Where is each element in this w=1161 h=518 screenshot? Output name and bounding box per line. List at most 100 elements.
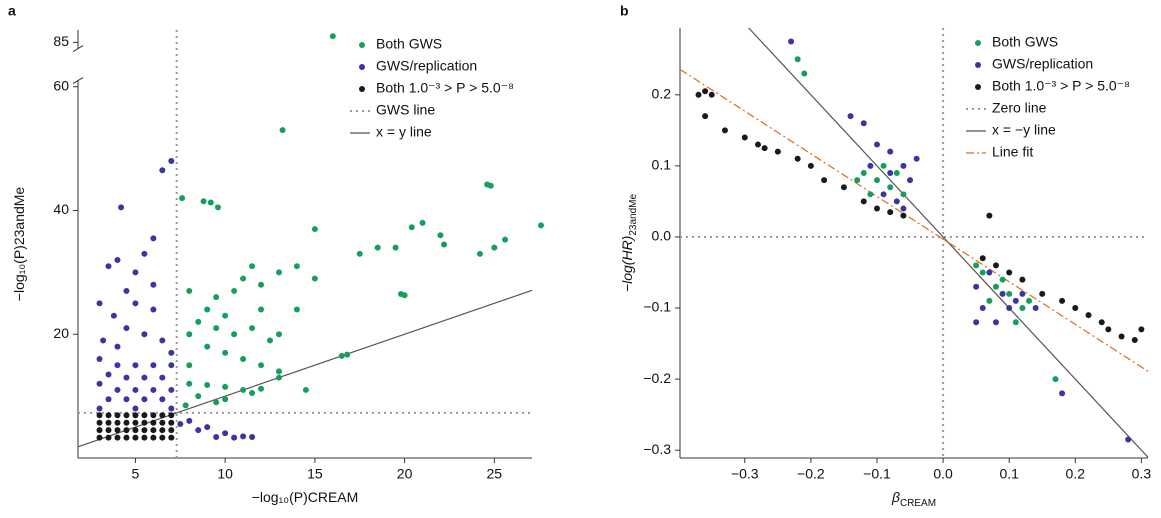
point [132,386,139,393]
point [1019,276,1026,283]
point [708,91,715,98]
legend-label: Zero line [992,100,1047,116]
point [96,380,103,387]
y-tick-label: 0.1 [652,157,672,173]
point [761,145,768,152]
point [979,255,986,262]
point [249,263,256,270]
point [105,412,112,419]
point [392,244,399,251]
x-tick-label: 5 [132,466,140,482]
point [168,419,175,426]
point [999,290,1006,297]
point [150,412,157,419]
point [150,386,157,393]
point [168,405,175,412]
point [168,427,175,434]
point [311,226,318,233]
panel-label: b [620,3,629,19]
legend-label: x = y line [376,124,432,140]
x-tick-label: −0.2 [797,466,825,482]
point [168,386,175,393]
x-tick-label: −0.1 [863,466,891,482]
point [141,331,148,338]
point [150,281,157,288]
point [1059,390,1066,397]
point [973,262,980,269]
point [240,356,247,362]
point [231,434,238,441]
point [213,433,220,440]
point [338,352,345,359]
point [860,120,867,127]
point [867,191,874,198]
point [132,427,139,434]
point [204,306,211,313]
point [141,419,148,426]
point [860,169,867,176]
point [132,269,139,276]
point [1052,376,1059,383]
ylabel-label-sub: 23andMe [628,194,639,236]
point [123,412,130,419]
point [114,412,121,419]
point [979,305,986,312]
legend-label: GWS/replication [992,56,1093,72]
point [900,162,907,169]
point [441,241,448,248]
point [992,262,999,269]
point [105,263,112,270]
point [880,191,887,198]
point [222,430,229,437]
point [1118,333,1125,340]
x-tick-label: 0.0 [933,466,953,482]
legend-label: x = −y line [992,122,1056,138]
point [973,283,980,290]
point [860,198,867,205]
point [893,198,900,205]
point [702,88,709,95]
point [907,177,914,184]
point [867,162,874,169]
axis-break [72,45,84,52]
point [159,337,166,344]
x-tick-label: 0.3 [1132,466,1152,482]
point [398,291,405,298]
point [240,386,247,393]
point [177,420,184,427]
point [979,269,986,276]
point [141,250,148,257]
point [1012,319,1019,326]
point [132,362,139,369]
point [168,434,175,441]
legend-marker [359,42,365,48]
point [275,368,282,375]
point [222,396,229,403]
point [150,306,157,313]
point [96,427,103,434]
xlabel-label: βCREAM [891,489,936,509]
point [123,419,130,426]
point [258,362,265,369]
point [213,399,220,406]
point [1059,297,1066,304]
point [132,419,139,426]
xlabel-label-sub: CREAM [900,498,936,509]
point [123,374,130,381]
y-tick-label: 60 [53,77,69,93]
point [195,393,202,400]
y-tick-label: −0.1 [643,299,671,315]
legend-marker [975,84,981,90]
point [240,433,247,440]
y-tick-label: 85 [53,33,69,49]
point [186,417,193,424]
y-tick-label: 0.2 [652,86,672,102]
point [887,169,894,176]
legend-label: Both GWS [992,34,1058,50]
xlabel-label: −log₁₀(P)CREAM [252,489,359,505]
legend-label: Line fit [992,144,1033,160]
point [213,294,220,301]
point [114,362,121,369]
point [794,155,801,162]
